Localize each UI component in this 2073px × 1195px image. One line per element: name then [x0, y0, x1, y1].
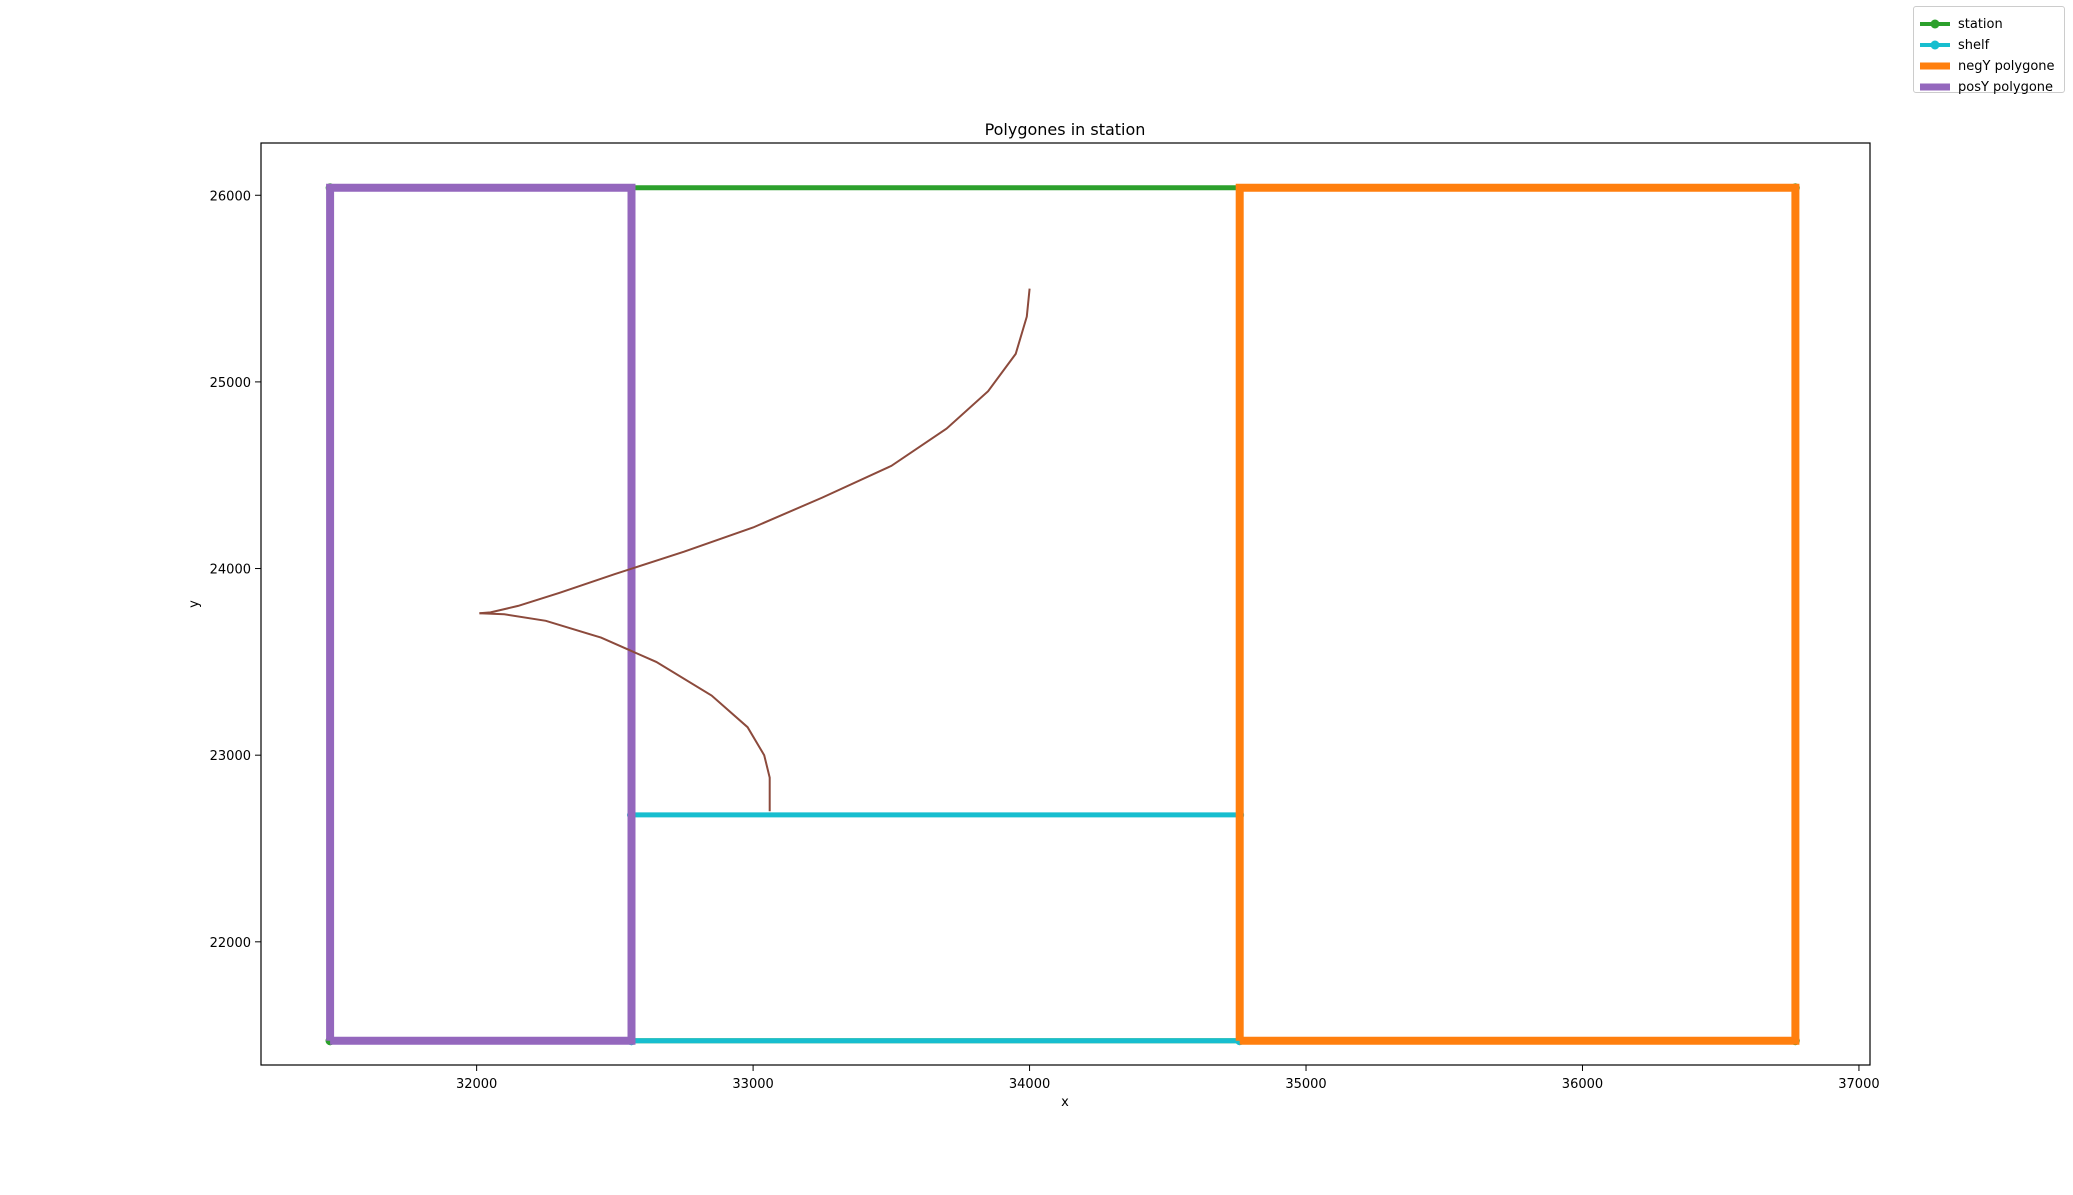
series-line-negy-polygone: [1235, 183, 1800, 1045]
ticks-layer: 32000 33000 34000 35000 36000 37000 22000 23000…: [210, 189, 1880, 1092]
y-tick-label: 22000: [210, 936, 251, 951]
x-tick-label: 36000: [1562, 1077, 1603, 1092]
shelf-legend-icon: [1920, 38, 1950, 52]
x-tick-label: 32000: [456, 1077, 497, 1092]
axes-frame: [260, 142, 1871, 1066]
x-tick-label: 34000: [1009, 1077, 1050, 1092]
negy-polygone-legend-icon: [1920, 59, 1950, 73]
y-tick-label: 25000: [210, 376, 251, 391]
legend-item-station: station: [1920, 15, 2003, 33]
series-line-shelf: [629, 812, 1243, 1044]
legend: station shelf negY polygone posY polygon…: [1913, 6, 2065, 96]
x-axis-label: x: [1061, 1095, 1069, 1110]
series-line-path: [479, 612, 771, 812]
y-tick-label: 26000: [210, 189, 251, 204]
series-line-path: [479, 288, 1031, 615]
chart-title: Polygones in station: [985, 120, 1146, 139]
x-tick-label: 35000: [1285, 1077, 1326, 1092]
legend-label-posy-polygone: posY polygone: [1958, 79, 2054, 95]
series-layer: [325, 183, 1800, 1046]
y-tick-label: 24000: [210, 563, 251, 578]
y-tick-label: 23000: [210, 749, 251, 764]
y-axis-label: y: [187, 600, 202, 608]
legend-label-station: station: [1958, 16, 2003, 32]
legend-label-shelf: shelf: [1958, 37, 1990, 53]
legend-item-negy-polygone: negY polygone: [1920, 57, 2055, 75]
legend-label-negy-polygone: negY polygone: [1958, 58, 2055, 74]
station-legend-icon: [1920, 17, 1950, 31]
legend-item-shelf: shelf: [1920, 36, 1989, 54]
x-tick-label: 37000: [1838, 1077, 1879, 1092]
series-line-posy-polygone: [326, 183, 636, 1045]
x-tick-label: 33000: [732, 1077, 773, 1092]
series-line-station: [327, 185, 1798, 1044]
posy-polygone-legend-icon: [1920, 80, 1950, 94]
legend-item-posy-polygone: posY polygone: [1920, 78, 2053, 96]
